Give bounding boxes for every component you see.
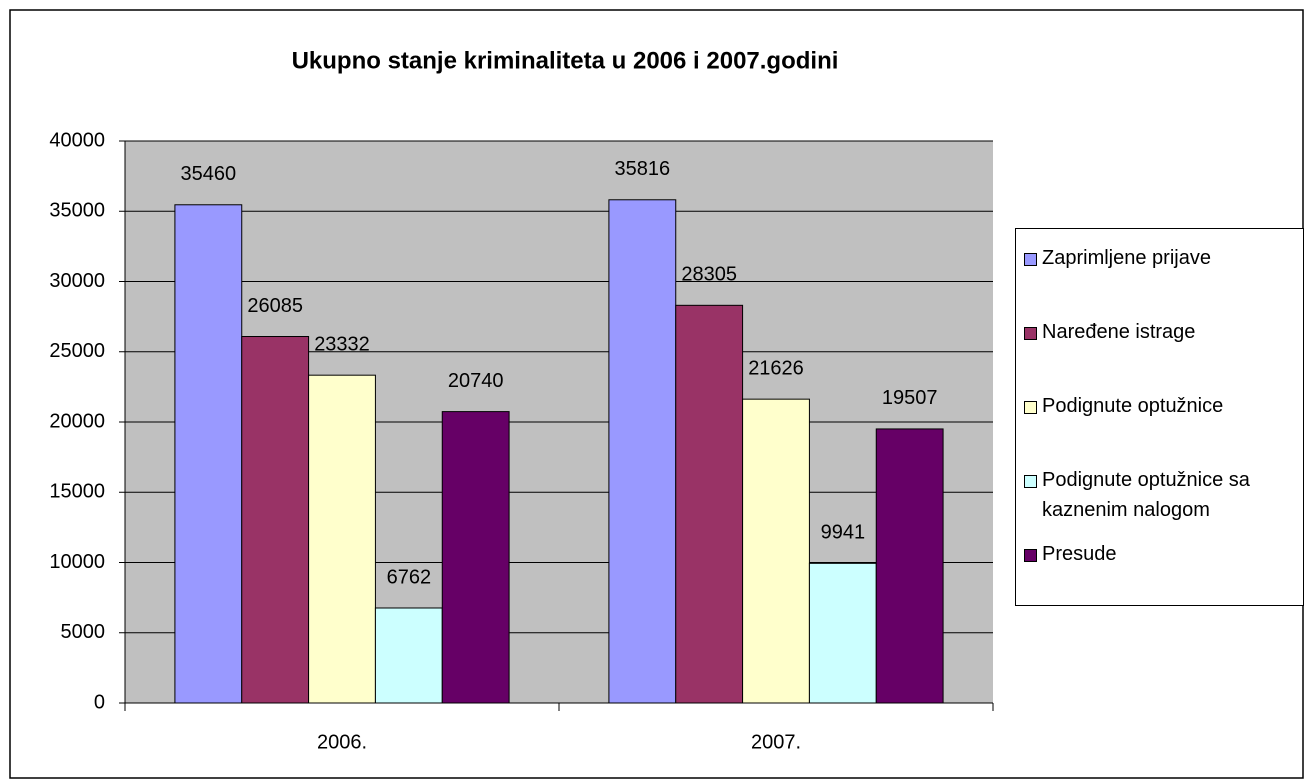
value-label: 6762 <box>387 566 432 588</box>
bar <box>808 562 877 704</box>
legend-swatch <box>1024 401 1037 414</box>
value-label: 28305 <box>681 264 737 286</box>
legend-label: Podignute optužnice sa kaznenim nalogom <box>1042 469 1250 521</box>
legend: Zaprimljene prijave Naređene istrage Podig… <box>1015 228 1304 606</box>
legend-label: Podignute optužnice <box>1042 395 1224 417</box>
y-tick-label: 40000 <box>49 129 105 151</box>
chart-title: Ukupno stanje kriminaliteta u 2006 i 200… <box>292 47 839 74</box>
bar <box>441 411 510 704</box>
value-label: 26085 <box>247 295 303 317</box>
legend-swatch <box>1024 253 1037 266</box>
legend-label: Presude <box>1042 543 1117 565</box>
legend-entry: Zaprimljene prijave <box>1024 247 1257 273</box>
bar <box>608 199 677 704</box>
legend-entry: Presude <box>1024 543 1257 569</box>
legend-entry: Podignute optužnice sa kaznenim nalogom <box>1024 469 1257 525</box>
y-tick-label: 0 <box>94 691 105 713</box>
value-label: 35816 <box>615 158 671 180</box>
value-label: 9941 <box>821 522 866 544</box>
legend-entry: Podignute optužnice <box>1024 395 1257 421</box>
y-tick-label: 10000 <box>49 551 105 573</box>
x-tick-label: 2006. <box>317 731 367 753</box>
y-tick-label: 35000 <box>49 200 105 222</box>
y-tick-label: 5000 <box>61 621 106 643</box>
legend-swatch <box>1024 475 1037 488</box>
bar <box>174 204 243 704</box>
bar <box>742 398 810 704</box>
legend-label: Zaprimljene prijave <box>1042 247 1211 269</box>
legend-label: Naređene istrage <box>1042 321 1196 343</box>
value-label: 21626 <box>748 357 804 379</box>
legend-entry: Naređene istrage <box>1024 321 1257 347</box>
x-tick-label: 2007. <box>751 731 801 753</box>
y-tick-label: 20000 <box>49 410 105 432</box>
bar <box>374 607 443 704</box>
bar <box>241 336 310 704</box>
value-label: 35460 <box>181 163 237 185</box>
value-label: 23332 <box>314 333 370 355</box>
bar <box>675 304 744 704</box>
legend-swatch <box>1024 327 1037 340</box>
value-label: 19507 <box>882 387 938 409</box>
y-tick-label: 15000 <box>49 481 105 503</box>
bar <box>308 374 376 704</box>
y-tick-label: 30000 <box>49 270 105 292</box>
value-label: 20740 <box>448 370 504 392</box>
legend-swatch <box>1024 549 1037 562</box>
bar <box>875 428 944 704</box>
y-tick-label: 25000 <box>49 340 105 362</box>
